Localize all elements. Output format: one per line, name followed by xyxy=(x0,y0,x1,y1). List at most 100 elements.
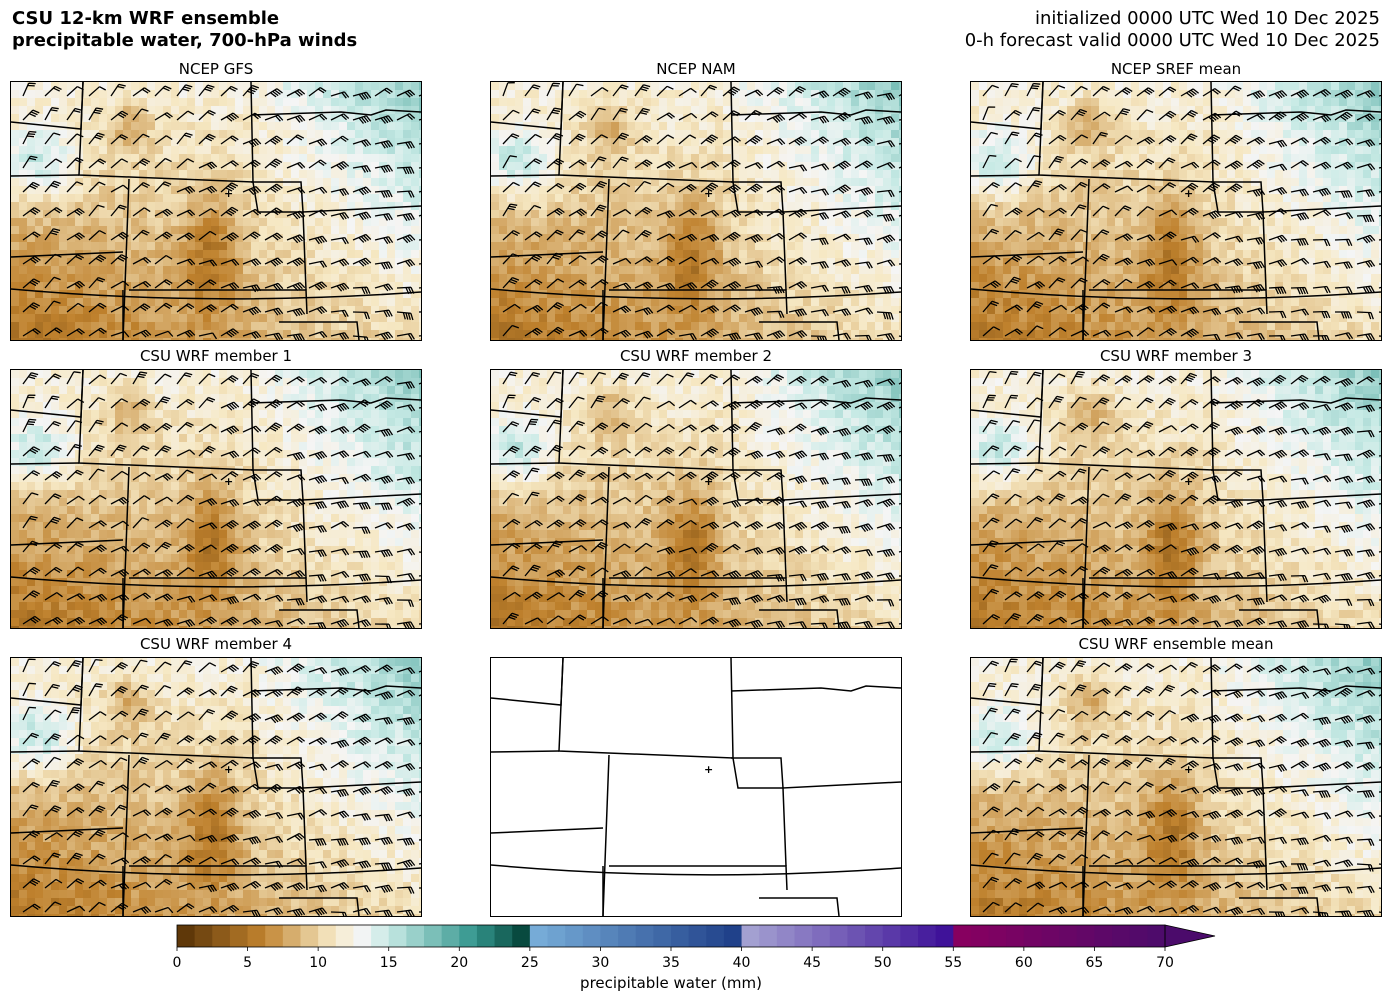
state-border xyxy=(250,109,421,116)
wind-barb-icon xyxy=(546,229,564,241)
wind-barb-icon xyxy=(722,304,742,313)
wind-barb-icon xyxy=(44,493,62,505)
wind-barb-icon xyxy=(374,400,394,410)
wind-barb-icon xyxy=(982,876,999,889)
wind-barb-icon xyxy=(810,163,830,171)
wind-barb-icon xyxy=(656,85,674,97)
wind-barb-icon xyxy=(242,544,262,554)
wind-barb-icon xyxy=(678,424,698,433)
wind-barb-icon xyxy=(1180,182,1199,193)
wind-barb-icon xyxy=(1202,398,1221,409)
wind-barb-icon xyxy=(1114,493,1132,505)
wind-barb-icon xyxy=(242,520,262,530)
wind-barb-icon xyxy=(352,186,372,196)
wind-barb-icon xyxy=(308,525,327,533)
wind-barb-icon xyxy=(854,91,874,100)
wind-barb-icon xyxy=(568,133,586,145)
wind-barb-icon xyxy=(396,332,415,340)
wind-barb-icon xyxy=(1334,572,1353,582)
wind-barb-icon xyxy=(1224,183,1243,193)
colorbar-extend-arrow xyxy=(1164,924,1216,948)
wind-barb-icon xyxy=(154,473,174,481)
wind-barb-icon xyxy=(308,907,328,916)
wind-barb-icon xyxy=(132,87,151,97)
wind-barb-icon xyxy=(502,591,521,601)
wind-barb-icon xyxy=(700,496,720,506)
wind-barb-icon xyxy=(132,783,151,793)
state-border xyxy=(11,174,80,177)
wind-barb-icon xyxy=(722,159,741,169)
wind-barb-icon xyxy=(198,161,218,170)
wind-barb-icon xyxy=(744,421,762,433)
wind-barb-icon xyxy=(810,622,828,628)
wind-barb-icon xyxy=(330,376,350,385)
colorbar-cell xyxy=(547,925,566,947)
wind-barb-icon xyxy=(1224,594,1244,602)
wind-barb-icon xyxy=(1246,425,1266,435)
wind-barb-icon xyxy=(678,233,698,242)
wind-barb-icon xyxy=(1312,790,1331,799)
wind-barb-icon xyxy=(88,901,106,913)
wind-barb-icon xyxy=(1048,327,1067,337)
colorbar-cell xyxy=(600,925,619,947)
state-border xyxy=(251,469,421,501)
wind-barb-icon xyxy=(678,547,698,554)
wind-barb-icon xyxy=(22,855,41,865)
wind-barb-icon xyxy=(1268,860,1288,868)
wind-barb-icon xyxy=(1202,475,1222,484)
colorbar-tick-label: 5 xyxy=(243,955,253,971)
wind-barb-icon xyxy=(220,904,240,913)
wind-barb-icon xyxy=(1180,109,1198,121)
wind-barb-icon xyxy=(1092,111,1111,121)
wind-barb-icon xyxy=(396,762,416,772)
wind-barb-icon xyxy=(154,807,173,817)
wind-barb-icon xyxy=(1224,690,1244,699)
wind-barb-icon xyxy=(154,254,173,265)
state-border xyxy=(78,658,254,759)
wind-barb-icon xyxy=(66,280,86,289)
wind-barb-icon xyxy=(1356,689,1376,697)
wind-barb-icon xyxy=(1004,370,1019,385)
wind-barb-icon xyxy=(1246,520,1266,530)
wind-barb-icon xyxy=(1092,687,1111,697)
wind-barb-icon xyxy=(1334,286,1353,294)
wind-barb-icon xyxy=(678,332,697,340)
wind-barb-icon xyxy=(198,208,217,217)
colorbar-cell xyxy=(653,925,672,947)
wind-barb-icon xyxy=(1180,593,1200,602)
wind-barb-icon xyxy=(44,85,62,97)
wind-barb-icon xyxy=(88,107,104,121)
wind-barb-icon xyxy=(22,255,41,265)
wind-barb-icon xyxy=(22,903,41,913)
wind-barb-icon xyxy=(1290,89,1310,99)
wind-barb-icon xyxy=(612,329,632,338)
wind-barb-icon xyxy=(546,419,562,433)
wind-barb-icon xyxy=(132,684,149,697)
wind-barb-icon xyxy=(22,732,39,745)
colorbar-cell xyxy=(282,925,302,947)
wind-barb-icon xyxy=(1092,618,1112,627)
wind-barb-icon xyxy=(154,208,174,217)
wind-barb-icon xyxy=(198,109,216,121)
wind-barb-icon xyxy=(308,330,328,339)
wind-barb-icon xyxy=(1312,525,1331,533)
wind-barb-icon xyxy=(876,92,896,101)
wind-barb-icon xyxy=(264,183,283,193)
colorbar-cell xyxy=(459,925,478,947)
wind-barb-icon xyxy=(132,398,151,409)
wind-barb-icon xyxy=(1158,397,1176,409)
wind-barb-icon xyxy=(854,620,873,628)
wind-barb-icon xyxy=(1356,499,1376,509)
wind-barb-icon xyxy=(700,616,720,625)
wind-barb-icon xyxy=(1334,190,1353,199)
wind-barb-icon xyxy=(88,683,103,697)
wind-barb-icon xyxy=(1004,518,1023,529)
wind-barb-icon xyxy=(1180,306,1200,315)
wind-barb-icon xyxy=(1180,687,1199,697)
wind-barb-icon xyxy=(1048,881,1068,889)
wind-barb-icon xyxy=(132,158,151,169)
colorbar-cell xyxy=(194,925,213,947)
wind-barb-icon xyxy=(1356,598,1375,607)
wind-barb-icon xyxy=(810,477,829,485)
wind-barb-icon xyxy=(352,786,372,796)
